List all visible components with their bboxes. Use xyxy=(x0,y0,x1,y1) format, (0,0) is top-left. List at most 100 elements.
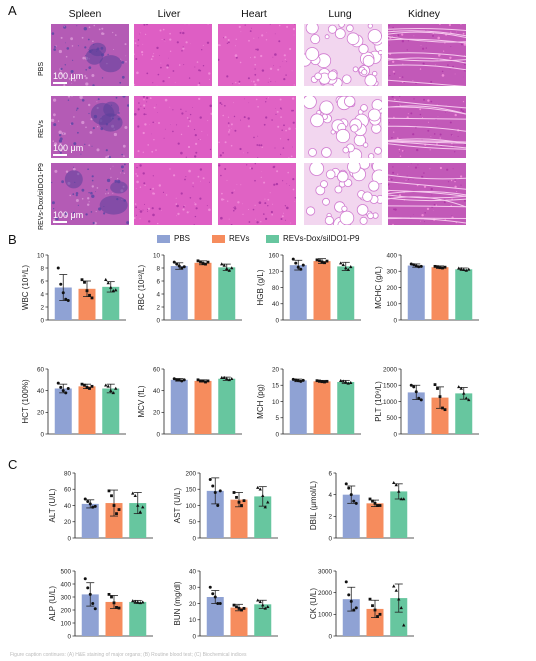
data-point xyxy=(80,278,84,282)
data-point xyxy=(177,264,181,268)
data-point xyxy=(419,398,423,402)
data-point xyxy=(349,493,353,497)
y-axis-label: ALT (U/L) xyxy=(48,488,57,522)
legend-swatch-revs-dox xyxy=(266,234,279,243)
data-point xyxy=(399,606,403,610)
tissue-label-heart: Heart xyxy=(241,8,267,20)
bar-chart-10: 0 2 4 6 DBIL (μmol/L) xyxy=(309,470,414,542)
data-point xyxy=(83,383,86,387)
y-axis-label: MCH (pg) xyxy=(256,384,265,419)
data-point xyxy=(392,480,396,485)
y-tick-label: 2 xyxy=(40,304,44,311)
data-point xyxy=(66,387,70,390)
y-tick-label: 40 xyxy=(37,388,45,395)
bar-revs xyxy=(230,607,248,636)
y-tick-label: 20 xyxy=(153,410,161,417)
data-point xyxy=(459,386,463,390)
data-point xyxy=(172,377,176,381)
bar-revs xyxy=(230,499,248,538)
data-point xyxy=(258,600,262,604)
bar-revs-dox-siido1-p9 xyxy=(337,266,355,320)
data-point xyxy=(201,379,205,383)
y-tick-label: 3000 xyxy=(318,568,333,575)
y-tick-label: 4 xyxy=(40,291,44,298)
y-tick-label: 200 xyxy=(60,607,71,614)
histology-kidney-revs-dox-siido1-p9 xyxy=(388,163,466,225)
y-tick-label: 40 xyxy=(189,568,197,575)
bar-chart-11: 0 100 200 300 400 500 ALP (U/L) xyxy=(48,568,153,640)
bar-pbs xyxy=(407,392,425,434)
data-point xyxy=(114,386,118,390)
bar-revs xyxy=(105,503,123,538)
data-point xyxy=(441,266,444,270)
data-point xyxy=(263,606,267,610)
data-point xyxy=(220,375,224,379)
data-point xyxy=(397,597,401,601)
bar-revs-dox-siido1-p9 xyxy=(455,393,473,434)
legend-item-pbs: PBS xyxy=(157,234,190,243)
histology-lung-revs xyxy=(304,96,382,158)
y-tick-label: 100 xyxy=(185,503,196,510)
data-point xyxy=(213,491,217,494)
data-point xyxy=(104,277,108,281)
data-point xyxy=(242,606,246,610)
data-point xyxy=(409,262,413,266)
data-point xyxy=(467,398,471,402)
data-point xyxy=(112,504,116,507)
bar-pbs xyxy=(81,503,99,538)
data-point xyxy=(409,383,413,387)
data-point xyxy=(88,592,92,596)
data-point xyxy=(318,259,321,263)
scale-bar xyxy=(53,154,67,156)
data-point xyxy=(111,391,115,395)
bar-revs xyxy=(313,381,331,434)
y-tick-label: 0 xyxy=(275,431,279,438)
y-tick-label: 60 xyxy=(64,487,72,494)
y-tick-label: 10 xyxy=(153,252,161,259)
data-point xyxy=(83,497,87,501)
bar-pbs xyxy=(206,490,224,538)
data-point xyxy=(141,505,145,509)
data-point xyxy=(436,265,439,269)
data-point xyxy=(208,478,212,481)
data-point xyxy=(320,380,324,384)
data-point xyxy=(346,381,350,385)
y-tick-label: 4 xyxy=(156,291,160,298)
data-point xyxy=(177,378,181,382)
data-point xyxy=(180,379,184,383)
data-point xyxy=(180,266,184,270)
data-point xyxy=(294,378,298,382)
data-point xyxy=(114,288,118,292)
data-point xyxy=(294,261,298,265)
y-axis-label: AST (U/L) xyxy=(173,487,182,523)
data-point xyxy=(61,291,65,295)
data-point xyxy=(227,268,231,272)
data-point xyxy=(131,599,135,603)
data-point xyxy=(83,577,87,581)
data-point xyxy=(131,491,135,495)
data-point xyxy=(256,485,260,489)
bar-chart-13: 0 1000 2000 3000 CK (U/L) xyxy=(309,568,414,640)
data-point xyxy=(240,504,243,507)
data-point xyxy=(371,604,374,608)
data-point xyxy=(211,484,215,488)
bar-chart-6: 0 5 10 15 20 MCH (pg) xyxy=(256,366,361,438)
y-tick-label: 6 xyxy=(156,278,160,285)
y-tick-label: 20 xyxy=(37,410,45,417)
bar-revs xyxy=(78,386,96,434)
y-tick-label: 40 xyxy=(153,388,161,395)
y-axis-label: MCV (fL) xyxy=(137,385,146,417)
data-point xyxy=(117,606,121,610)
data-point xyxy=(141,600,145,604)
bar-chart-2: 0 40 80 120 160 HGB (g/L) xyxy=(256,252,361,324)
bar-revs-dox-siido1-p9 xyxy=(129,601,147,636)
data-point xyxy=(109,285,113,289)
y-tick-label: 20 xyxy=(272,366,280,373)
data-point xyxy=(347,486,351,490)
data-point xyxy=(438,395,442,399)
y-axis-label: BUN (mg/dl) xyxy=(173,581,182,625)
histology-liver-revs-dox-siido1-p9 xyxy=(134,163,212,225)
data-point xyxy=(301,263,305,267)
data-point xyxy=(213,595,217,599)
data-point xyxy=(402,497,406,501)
